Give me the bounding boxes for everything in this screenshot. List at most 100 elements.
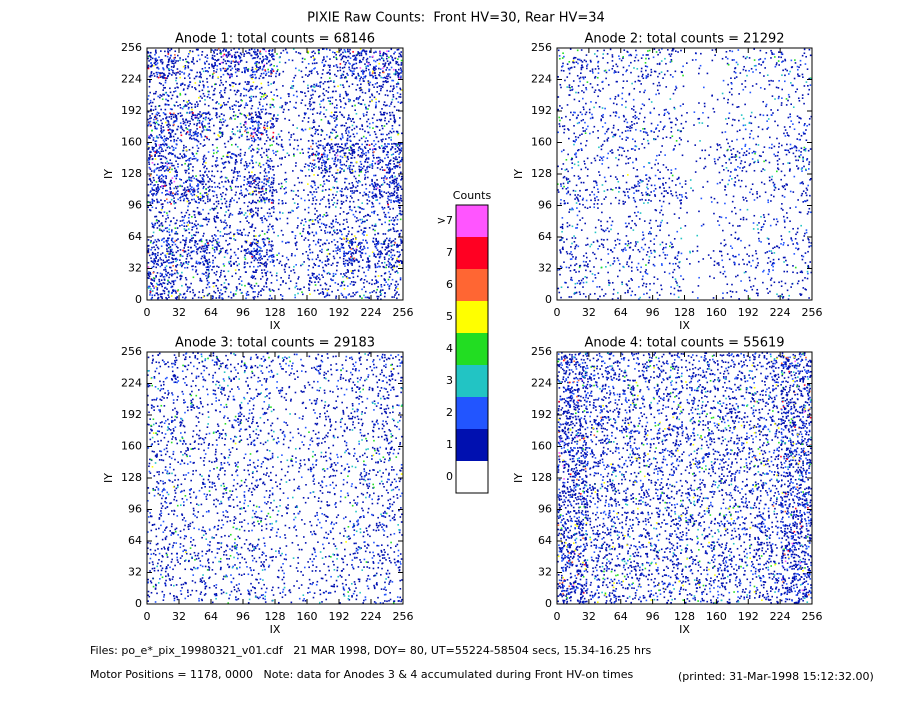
- count-dot: [192, 265, 194, 267]
- count-dot: [196, 159, 199, 162]
- count-dot: [302, 129, 305, 132]
- count-dot: [204, 103, 206, 106]
- count-dot: [351, 124, 354, 127]
- count-dot: [247, 68, 249, 71]
- count-dot: [301, 263, 304, 266]
- count-dot: [164, 108, 167, 111]
- count-dot: [303, 165, 306, 168]
- count-dot: [346, 212, 348, 215]
- count-dot: [325, 134, 328, 136]
- count-dot: [308, 219, 311, 222]
- count-dot: [319, 157, 322, 160]
- count-dot: [152, 189, 154, 191]
- count-dot: [398, 163, 401, 166]
- count-dot: [343, 152, 346, 155]
- count-dot: [187, 263, 189, 266]
- count-dot: [357, 52, 360, 55]
- count-dot: [179, 57, 181, 59]
- count-dot: [259, 234, 261, 237]
- count-dot: [223, 265, 226, 267]
- count-dot: [385, 57, 388, 60]
- count-dot: [175, 222, 177, 225]
- count-dot: [185, 133, 187, 135]
- count-dot: [250, 202, 252, 205]
- count-dot: [281, 200, 284, 202]
- count-dot: [255, 238, 258, 241]
- count-dot: [197, 191, 199, 193]
- count-dot: [213, 65, 216, 67]
- count-dot: [149, 58, 152, 61]
- count-dot: [312, 113, 314, 115]
- count-dot: [187, 199, 190, 202]
- count-dot: [397, 182, 400, 185]
- count-dot: [160, 161, 163, 164]
- count-dot: [266, 58, 268, 61]
- count-dot: [159, 76, 162, 78]
- count-dot: [206, 81, 209, 83]
- count-dot: [351, 152, 354, 155]
- count-dot: [235, 191, 237, 194]
- count-dot: [287, 93, 290, 95]
- count-dot: [173, 187, 175, 190]
- count-dot: [341, 133, 343, 135]
- count-dot: [335, 75, 338, 78]
- count-dot: [152, 176, 155, 179]
- count-dot: [342, 257, 345, 260]
- count-dot: [247, 70, 249, 72]
- count-dot: [272, 98, 275, 101]
- count-dot: [151, 113, 154, 115]
- count-dot: [312, 152, 314, 155]
- count-dot: [229, 65, 231, 68]
- count-dot: [184, 104, 187, 106]
- count-dot: [192, 225, 195, 228]
- count-dot: [322, 159, 324, 162]
- count-dot: [390, 194, 392, 197]
- count-dot: [307, 183, 309, 185]
- count-dot: [246, 215, 249, 218]
- count-dot: [181, 128, 184, 131]
- count-dot: [169, 253, 171, 255]
- count-dot: [223, 89, 226, 91]
- count-dot: [272, 118, 274, 120]
- count-dot: [249, 175, 252, 178]
- count-dot: [229, 231, 232, 234]
- count-dot: [366, 261, 368, 263]
- count-dot: [213, 89, 215, 92]
- count-dot: [392, 153, 395, 155]
- heat-cell: [211, 174, 243, 206]
- count-dot: [263, 151, 265, 154]
- count-dot: [302, 228, 305, 230]
- count-dot: [185, 229, 188, 232]
- count-dot: [208, 119, 211, 122]
- count-dot: [317, 157, 319, 160]
- count-dot: [200, 213, 202, 215]
- count-dot: [345, 195, 348, 197]
- count-dot: [292, 170, 294, 172]
- count-dot: [236, 126, 239, 128]
- count-dot: [388, 105, 391, 107]
- count-dot: [155, 135, 158, 138]
- count-dot: [254, 131, 256, 134]
- count-dot: [252, 132, 255, 134]
- count-dot: [282, 49, 285, 52]
- count-dot: [298, 69, 300, 72]
- count-dot: [177, 137, 179, 140]
- count-dot: [212, 237, 215, 240]
- count-dot: [175, 239, 178, 242]
- count-dot: [201, 255, 204, 258]
- count-dot: [161, 148, 163, 150]
- count-dot: [216, 53, 219, 55]
- count-dot: [400, 72, 402, 74]
- count-dot: [387, 191, 390, 194]
- count-dot: [339, 95, 341, 98]
- count-dot: [310, 165, 313, 168]
- count-dot: [311, 139, 314, 142]
- count-dot: [273, 231, 275, 234]
- count-dot: [161, 191, 163, 194]
- count-dot: [167, 129, 170, 131]
- count-dot: [164, 181, 166, 183]
- count-dot: [175, 185, 177, 188]
- count-dot: [258, 77, 261, 80]
- count-dot: [352, 200, 355, 203]
- count-dot: [364, 174, 366, 176]
